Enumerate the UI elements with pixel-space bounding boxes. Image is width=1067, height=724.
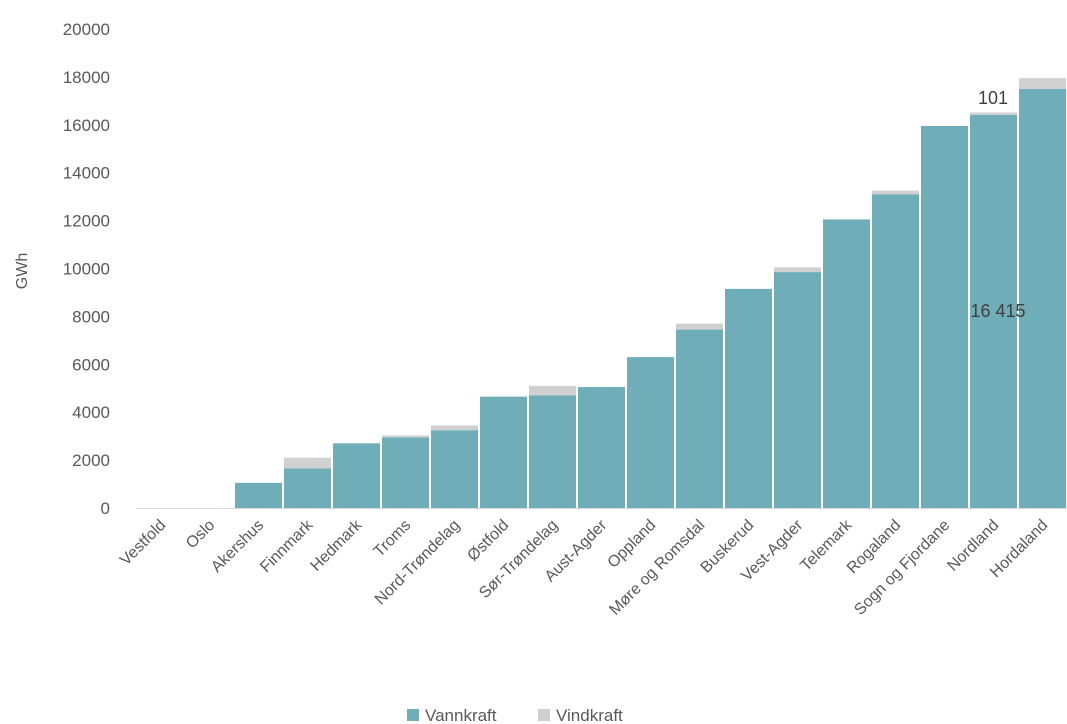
bar-vannkraft-8 — [529, 395, 576, 508]
y-tick-label: 20000 — [63, 20, 110, 39]
y-tick-label: 10000 — [63, 260, 110, 279]
x-tick-label: Møre og Romsdal — [606, 517, 708, 619]
bar-vannkraft-12 — [725, 288, 772, 508]
x-tick-label: Nord-Trøndelag — [372, 517, 463, 608]
y-tick-label: 8000 — [72, 307, 110, 326]
x-tick-label: Hedmark — [307, 516, 366, 575]
annotation-vindkraft-nordland: 101 — [978, 88, 1008, 108]
x-tick-label: Sogn og Fjordane — [851, 517, 953, 619]
bar-vannkraft-17 — [970, 114, 1017, 508]
bar-vindkraft-3 — [284, 457, 331, 469]
x-tick-label: Vestfold — [117, 517, 169, 569]
y-axis: 0 2000 4000 6000 8000 10000 12000 14000 16000 180… — [63, 20, 110, 518]
legend-label-vannkraft: Vannkraft — [425, 706, 497, 724]
bar-vannkraft-3 — [284, 468, 331, 508]
legend: Vannkraft Vindkraft — [407, 706, 623, 724]
bar-vannkraft-11 — [676, 329, 723, 508]
x-tick-label: Oslo — [183, 517, 218, 552]
bar-vannkraft-2 — [235, 482, 282, 508]
annotation-vannkraft-nordland: 16 415 — [970, 301, 1025, 321]
bar-vannkraft-6 — [431, 430, 478, 508]
y-tick-label: 6000 — [72, 355, 110, 374]
bar-vindkraft-5 — [382, 435, 429, 438]
bar-vannkraft-4 — [333, 443, 380, 508]
x-tick-label: Finnmark — [257, 516, 317, 576]
bar-vindkraft-6 — [431, 425, 478, 431]
bar-vindkraft-11 — [676, 323, 723, 330]
y-axis-label: GWh — [14, 253, 31, 289]
bar-vindkraft-15 — [872, 190, 919, 195]
x-tick-label: Troms — [371, 517, 415, 561]
bar-vannkraft-5 — [382, 437, 429, 508]
y-tick-label: 2000 — [72, 451, 110, 470]
bar-vindkraft-8 — [529, 385, 576, 396]
bar-vindkraft-18 — [1019, 78, 1066, 89]
bars — [235, 78, 1066, 508]
x-tick-label: Akershus — [208, 517, 267, 576]
bar-vannkraft-13 — [774, 272, 821, 508]
bar-vannkraft-15 — [872, 194, 919, 508]
y-tick-label: 18000 — [63, 68, 110, 87]
bar-vannkraft-7 — [480, 396, 527, 508]
bar-vannkraft-14 — [823, 219, 870, 508]
bar-vannkraft-9 — [578, 387, 625, 508]
y-tick-label: 0 — [101, 499, 110, 518]
x-tick-label: Østfold — [464, 517, 512, 565]
bar-vannkraft-16 — [921, 125, 968, 508]
y-tick-label: 12000 — [63, 212, 110, 231]
y-tick-label: 16000 — [63, 116, 110, 135]
bar-vannkraft-10 — [627, 357, 674, 508]
legend-swatch-vannkraft — [407, 709, 419, 721]
legend-swatch-vindkraft — [538, 709, 550, 721]
bar-vindkraft-17 — [970, 112, 1017, 115]
bar-vindkraft-13 — [774, 267, 821, 273]
legend-label-vindkraft: Vindkraft — [556, 706, 623, 724]
bar-vannkraft-18 — [1019, 88, 1066, 508]
y-tick-label: 4000 — [72, 403, 110, 422]
y-tick-label: 14000 — [63, 164, 110, 183]
